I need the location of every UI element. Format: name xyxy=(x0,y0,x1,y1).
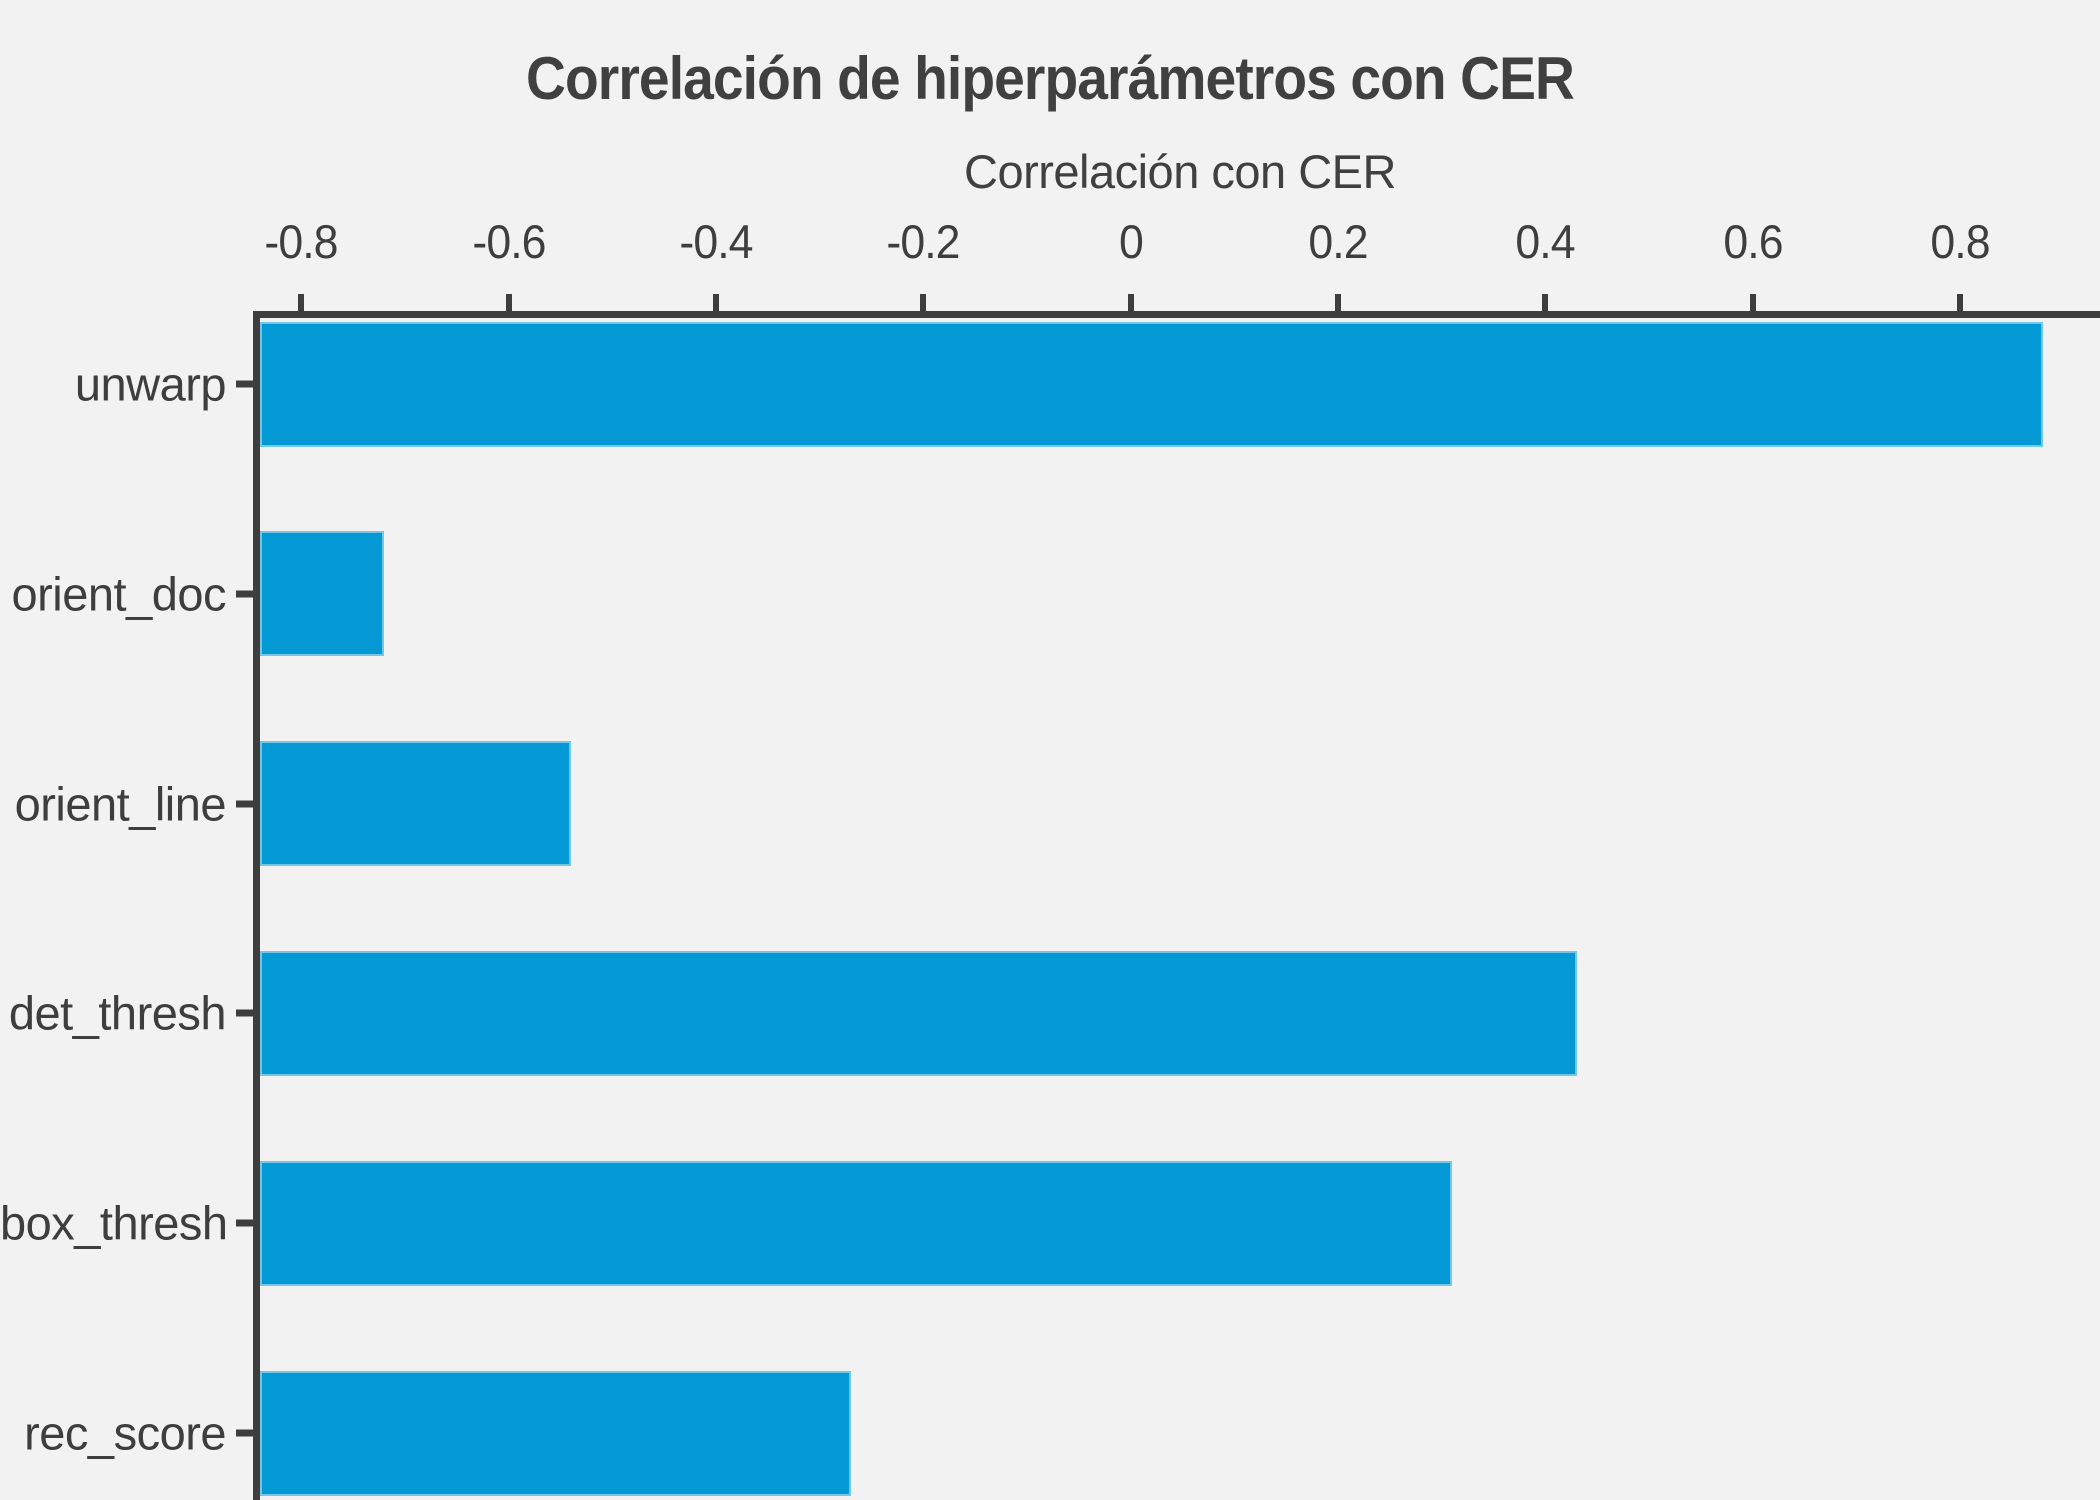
bar-orient_doc xyxy=(260,531,385,657)
y-tick-mark xyxy=(236,800,253,808)
x-tick-label: -0.4 xyxy=(679,215,754,268)
x-axis-spine xyxy=(253,311,2100,318)
category-label: det_thresh xyxy=(8,986,227,1040)
bar-det_thresh xyxy=(260,950,1577,1076)
category-label: box_thresh xyxy=(0,1196,228,1250)
x-tick-mark xyxy=(1957,294,1964,311)
y-tick-mark xyxy=(236,1429,253,1437)
x-tick-label: 0.4 xyxy=(1515,215,1576,268)
x-tick-label: 0.6 xyxy=(1723,215,1783,268)
x-tick-label: 0.2 xyxy=(1308,215,1368,268)
chart-title: Correlación de hiperparámetros con CER xyxy=(526,45,1575,112)
x-tick-mark xyxy=(1542,294,1549,311)
x-tick-label: 0.8 xyxy=(1930,215,1990,268)
x-tick-mark xyxy=(298,294,305,311)
x-tick-label: -0.8 xyxy=(264,215,339,268)
category-label: unwarp xyxy=(74,357,227,411)
x-tick-mark xyxy=(1749,294,1756,311)
x-tick-label: -0.6 xyxy=(472,215,546,268)
bar-box_thresh xyxy=(260,1160,1453,1286)
bar-rec_score xyxy=(260,1370,851,1496)
x-tick-mark xyxy=(1335,294,1342,311)
x-tick-mark xyxy=(1127,294,1134,311)
category-label: orient_doc xyxy=(11,567,227,621)
bar-orient_line xyxy=(260,741,571,867)
x-tick-mark xyxy=(920,294,927,311)
category-label: rec_score xyxy=(24,1406,226,1460)
x-tick-label: 0 xyxy=(1118,215,1144,268)
x-tick-mark xyxy=(713,294,720,311)
bar-unwarp xyxy=(260,321,2043,447)
category-label: orient_line xyxy=(14,777,227,831)
x-tick-mark xyxy=(505,294,512,311)
x-axis-label: Correlación con CER xyxy=(964,145,1396,198)
y-tick-mark xyxy=(236,1009,253,1017)
y-tick-mark xyxy=(236,1219,253,1227)
x-tick-label: -0.2 xyxy=(886,215,961,268)
y-axis-spine xyxy=(253,311,260,1500)
y-tick-mark xyxy=(236,590,253,598)
y-tick-mark xyxy=(236,380,253,388)
